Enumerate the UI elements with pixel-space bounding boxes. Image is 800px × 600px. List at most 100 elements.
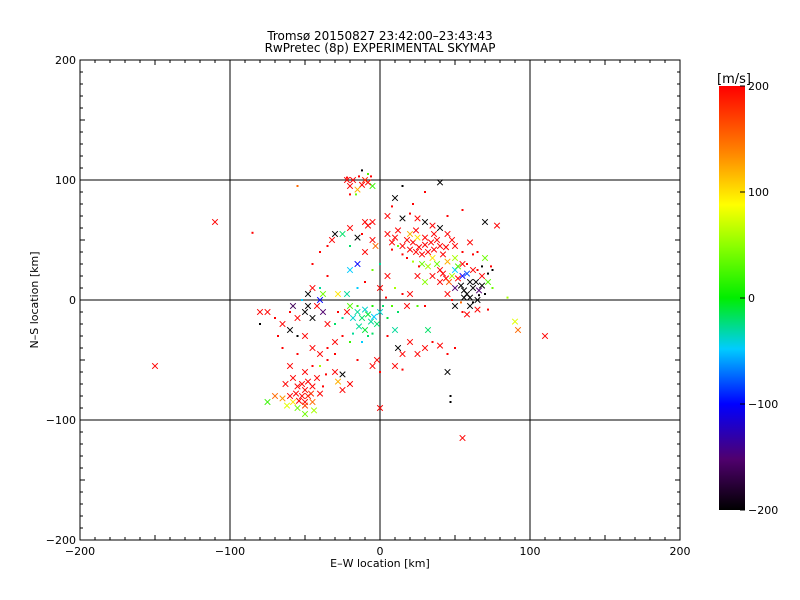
scatter-point-dot [466,263,468,265]
scatter-point-cross [376,308,384,316]
scatter-point-cross [412,227,420,234]
scatter-point-cross [541,332,549,340]
scatter-point-cross [430,246,438,253]
scatter-point-dot [446,215,449,217]
scatter-point-cross [301,402,309,409]
scatter-point-cross [286,326,294,334]
scatter-point-dot [394,287,396,289]
scatter-point-cross [343,308,351,316]
scatter-point-dot [409,212,411,215]
scatter-point-cross [361,326,369,334]
scatter-point-cross [324,320,331,328]
scatter-point-dot [481,265,483,268]
scatter-point-cross [421,241,429,248]
scatter-point-cross [364,311,372,318]
scatter-point-dot [446,353,449,355]
colorbar-tick-label: 0 [748,292,755,305]
scatter-point-cross [361,248,369,256]
scatter-point-dot [431,341,434,343]
scatter-point-cross [406,290,414,298]
scatter-point-cross [367,318,375,325]
scatter-point-dot [416,305,419,307]
scatter-point-cross [361,306,369,313]
chart-title: Tromsø 20150827 23:42:00–23:43:43 [266,29,492,43]
scatter-point-cross [331,368,339,376]
scatter-point-cross [412,248,420,256]
scatter-point-cross [334,290,342,298]
scatter-point-cross [459,272,466,280]
scatter-point-cross [439,251,447,258]
scatter-point-dot [487,272,489,275]
scatter-point-dot [361,169,363,172]
scatter-point-dot [259,323,261,325]
scatter-point-cross [369,236,376,244]
scatter-point-dot [281,347,284,349]
scatter-point-cross [282,380,289,388]
scatter-point-cross [433,236,441,244]
scatter-point-cross [418,251,426,258]
scatter-point-dot [274,317,276,319]
scatter-point-dot [334,323,336,325]
y-tick-label: −100 [46,414,76,427]
scatter-point-cross [394,344,402,352]
scatter-point-cross [429,222,436,229]
scatter-point-cross [478,282,486,289]
scatter-point-dot [334,353,336,355]
scatter-point-cross [301,386,309,394]
scatter-point-dot [382,305,384,307]
scatter-point-cross [460,294,468,301]
scatter-point-dot [296,185,299,187]
scatter-point-cross [354,260,361,268]
scatter-point-dot [337,311,339,313]
scatter-point-cross [474,306,481,313]
scatter-point-dot [356,359,359,361]
scatter-point-cross [514,326,522,334]
scatter-point-cross [469,266,477,274]
colorbar-tick-label: −200 [748,504,778,517]
scatter-point-cross [309,314,316,322]
scatter-point-dot [401,368,404,371]
grid-lines [80,60,680,540]
scatter-point-cross [403,302,411,310]
scatter-point-cross [418,260,426,268]
scatter-point-dot [461,311,464,313]
scatter-point-dot [397,311,399,313]
scatter-point-cross [421,344,429,352]
scatter-point-cross [376,404,384,412]
scatter-point-cross [484,278,492,286]
scatter-point-dot [319,365,321,367]
scatter-point-cross [414,272,421,280]
scatter-point-cross [388,239,396,246]
scatter-point-cross [289,302,297,310]
scatter-point-dot [311,365,314,367]
scatter-point-cross [445,278,453,286]
scatter-point-cross [444,290,451,298]
scatter-point-cross [301,368,309,376]
y-tick-label: 200 [55,54,76,67]
scatter-point-dot [385,296,387,299]
scatter-point-cross [309,383,316,390]
scatter-point-cross [511,318,519,325]
scatter-point-cross [298,392,306,400]
scatter-point-cross [414,234,421,241]
scatter-point-cross [421,218,429,226]
scatter-point-cross [421,278,429,286]
scatter-point-dot [311,263,314,265]
scatter-point-cross [286,392,294,400]
scatter-point-cross [394,227,402,234]
scatter-point-dot [355,193,357,196]
scatter-point-cross [403,236,411,244]
scatter-point-dot [490,265,492,268]
scatter-point-cross [391,326,399,334]
scatter-point-cross [399,242,406,250]
scatter-point-dot [349,245,351,247]
scatter-point-dot [461,209,464,211]
scatter-point-cross [328,236,336,244]
scatter-point-cross [307,390,315,397]
scatter-point-cross [436,242,444,250]
scatter-point-dot [379,263,381,265]
scatter-point-dot [277,335,279,337]
scatter-point-cross [444,230,451,238]
scatter-point-dot [364,281,366,283]
